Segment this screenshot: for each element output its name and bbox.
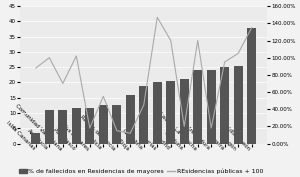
- Bar: [72, 109, 81, 144]
- REsidencias públicas + 100: [128, 132, 132, 134]
- Bar: [180, 79, 189, 144]
- REsidencias públicas + 100: [250, 27, 253, 29]
- Bar: [247, 28, 256, 144]
- Bar: [99, 105, 108, 144]
- Bar: [140, 85, 148, 144]
- Bar: [45, 110, 54, 144]
- REsidencias públicas + 100: [223, 61, 226, 63]
- Bar: [167, 81, 175, 144]
- Bar: [32, 133, 40, 144]
- REsidencias públicas + 100: [101, 95, 105, 97]
- REsidencias públicas + 100: [142, 104, 146, 106]
- REsidencias públicas + 100: [115, 130, 119, 132]
- Legend: % de fallecidos en Residencias de mayores, REsidencias públicas + 100: % de fallecidos en Residencias de mayore…: [19, 168, 263, 174]
- REsidencias públicas + 100: [236, 52, 240, 55]
- REsidencias públicas + 100: [74, 55, 78, 57]
- Line: REsidencias públicas + 100: REsidencias públicas + 100: [36, 17, 252, 133]
- REsidencias públicas + 100: [209, 127, 213, 129]
- Bar: [207, 70, 216, 144]
- REsidencias públicas + 100: [61, 82, 64, 84]
- Bar: [234, 66, 243, 144]
- REsidencias públicas + 100: [47, 57, 51, 59]
- Bar: [58, 110, 67, 144]
- Bar: [193, 70, 202, 144]
- REsidencias públicas + 100: [196, 39, 200, 42]
- Bar: [153, 82, 162, 144]
- Bar: [85, 109, 94, 144]
- Bar: [112, 105, 121, 144]
- REsidencias públicas + 100: [34, 67, 38, 69]
- REsidencias públicas + 100: [88, 127, 92, 129]
- REsidencias públicas + 100: [169, 39, 172, 42]
- Bar: [220, 67, 229, 144]
- REsidencias públicas + 100: [155, 16, 159, 18]
- Bar: [126, 95, 135, 144]
- REsidencias públicas + 100: [182, 125, 186, 127]
